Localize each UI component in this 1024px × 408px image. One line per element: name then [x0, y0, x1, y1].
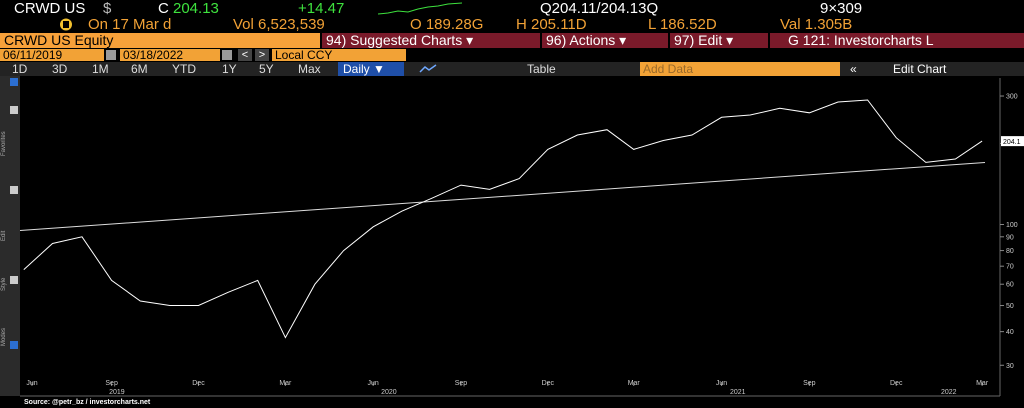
price-tag-label: 204.1	[1003, 139, 1021, 146]
x-tick-label: Mar	[976, 380, 989, 387]
quote-size: 9×309	[820, 0, 863, 17]
high-price: H 205.11D	[516, 16, 587, 33]
currency-field[interactable]: Local CCY	[272, 49, 406, 61]
price-tag	[1001, 136, 1024, 147]
tool-icon[interactable]	[10, 276, 18, 284]
table-button[interactable]: Table	[527, 62, 556, 76]
tool-icon[interactable]	[10, 78, 18, 86]
y-tick-label: 40	[1006, 329, 1014, 336]
alert-icon[interactable]	[58, 17, 74, 32]
x-tick-label: Dec	[192, 380, 205, 387]
volume: Vol 6,523,539	[233, 16, 325, 33]
period-button[interactable]: 1M	[92, 62, 109, 76]
year-label: 2022	[941, 389, 957, 396]
add-data-field[interactable]: Add Data	[640, 62, 840, 76]
period-button[interactable]: 6M	[131, 62, 148, 76]
security-field[interactable]: CRWD US Equity	[0, 33, 320, 48]
start-date[interactable]: 06/11/2019	[0, 49, 104, 61]
tool-icon[interactable]	[10, 341, 18, 349]
side-label: Style	[1, 277, 7, 291]
trend-line	[19, 161, 986, 231]
sparkline	[378, 2, 462, 15]
x-tick-label: Jun	[368, 380, 379, 387]
calendar-icon[interactable]	[106, 50, 116, 60]
x-tick-label: Jun	[716, 380, 727, 387]
low-price: L 186.52D	[648, 16, 717, 33]
y-tick-label: 90	[1006, 234, 1014, 241]
trade-date: On 17 Mar d	[88, 16, 172, 33]
x-tick-label: Jun	[26, 380, 37, 387]
menu-button[interactable]: 94) Suggested Charts ▾	[322, 33, 540, 48]
y-tick-label: 50	[1006, 303, 1014, 310]
side-label: Edit	[1, 230, 7, 241]
tool-sidebar	[0, 76, 20, 396]
calendar-icon[interactable]	[222, 50, 232, 60]
x-tick-label: Sep	[105, 380, 118, 387]
frequency-dropdown[interactable]: Daily ▼	[338, 62, 404, 76]
x-tick-label: Mar	[279, 380, 292, 387]
y-tick-label: 300	[1006, 94, 1018, 101]
ticker: CRWD US	[14, 0, 86, 17]
menu-button[interactable]: 97) Edit ▾	[670, 33, 768, 48]
x-tick-label: Dec	[542, 380, 555, 387]
y-tick-label: 70	[1006, 264, 1014, 271]
currency: $	[103, 0, 112, 17]
tool-icon[interactable]	[10, 186, 18, 194]
source-note: Source: @petr_bz / investorcharts.net	[24, 399, 151, 406]
price-line	[23, 99, 983, 339]
chart: Favorites Edit Style Modes Source: @petr…	[0, 76, 1024, 406]
menu-button[interactable]: 96) Actions ▾	[542, 33, 668, 48]
quote: Q204.11/204.13Q	[540, 0, 659, 17]
x-tick-label: Dec	[890, 380, 903, 387]
year-label: 2020	[381, 389, 397, 396]
year-label: 2021	[730, 389, 746, 396]
open-price: O 189.28G	[410, 16, 484, 33]
prev-button[interactable]: <	[238, 49, 252, 61]
x-tick-label: Mar	[628, 380, 641, 387]
period-button[interactable]: 3D	[52, 62, 68, 76]
y-tick-label: 80	[1006, 248, 1014, 255]
next-button[interactable]: >	[255, 49, 269, 61]
period-button[interactable]: Max	[298, 62, 321, 76]
period-button[interactable]: 1Y	[222, 62, 237, 76]
chart-name[interactable]: G 121: Investorcharts L	[770, 33, 1024, 48]
period-bar	[0, 62, 1024, 76]
tool-icon[interactable]	[10, 106, 18, 114]
end-date[interactable]: 03/18/2022	[120, 49, 220, 61]
last-label: C	[158, 0, 169, 17]
y-tick-label: 60	[1006, 282, 1014, 289]
x-tick-label: Sep	[455, 380, 468, 387]
year-label: 2019	[109, 389, 125, 396]
price-change: +14.47	[298, 0, 345, 17]
period-button[interactable]: 5Y	[259, 62, 274, 76]
last-price: 204.13	[173, 0, 219, 17]
y-tick-label: 100	[1006, 222, 1018, 229]
period-button[interactable]: YTD	[172, 62, 196, 76]
period-button[interactable]: 1D	[12, 62, 28, 76]
y-tick-label: 30	[1006, 363, 1014, 370]
line-chart-icon[interactable]	[418, 63, 438, 75]
collapse-button[interactable]: «	[850, 62, 857, 76]
traded-value: Val 1.305B	[780, 16, 853, 33]
x-tick-label: Sep	[803, 380, 816, 387]
side-label: Favorites	[1, 131, 7, 156]
side-label: Modes	[1, 328, 7, 346]
edit-chart-button[interactable]: Edit Chart	[893, 62, 947, 76]
